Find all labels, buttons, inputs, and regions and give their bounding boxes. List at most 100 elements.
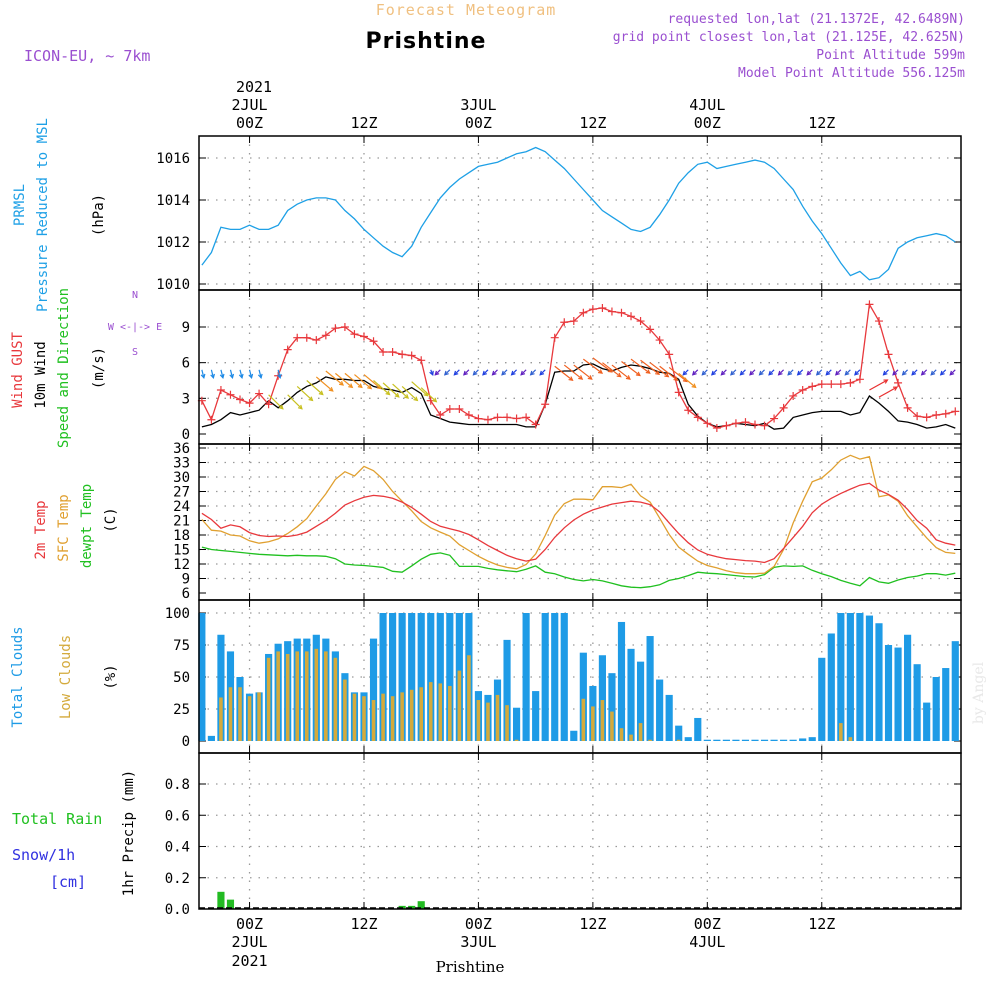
gust-point	[493, 413, 502, 422]
top-hour-label: 00Z	[236, 114, 263, 132]
wind-direction-arrow	[344, 372, 363, 388]
total-cloud-bar	[665, 694, 673, 741]
wind-arrow-head	[825, 370, 831, 376]
y-tick-label: 0.4	[165, 840, 190, 856]
wind-arrow-head	[645, 369, 651, 374]
total-cloud-bar	[684, 737, 692, 741]
gust-point	[674, 388, 683, 397]
gust-point	[607, 307, 616, 316]
bottom-date-label: 2JUL	[231, 933, 267, 951]
total-rain-label: Total Rain	[12, 810, 102, 828]
gust-point	[770, 414, 779, 423]
bottom-year-label: 2021	[231, 952, 267, 970]
gust-point	[874, 317, 883, 326]
gust-point	[731, 419, 740, 428]
wind-arrow-head	[491, 370, 497, 376]
low-cloud-bar	[324, 651, 328, 741]
y-tick-label: 9	[182, 320, 190, 336]
total-cloud-bar	[923, 702, 931, 741]
wind-arrow-head	[787, 370, 793, 376]
total-cloud-bar	[532, 691, 540, 741]
wind-direction-arrow	[621, 361, 641, 376]
temp-unit: (C)	[103, 507, 119, 532]
y-tick-label: 12	[173, 557, 190, 573]
gust-point	[903, 403, 912, 412]
wind-arrow-head	[939, 370, 945, 376]
wind-arrow-head	[338, 381, 345, 386]
wind-direction-arrow	[668, 366, 688, 382]
total-cloud-bar	[751, 739, 759, 741]
y-tick-label: 0	[182, 427, 190, 443]
gust-point	[894, 378, 903, 387]
low-cloud-bar	[419, 687, 423, 741]
wind-arrow-head	[920, 370, 926, 376]
wind-direction-arrow	[334, 372, 353, 388]
wind-arrow-head	[892, 370, 898, 376]
total-cloud-bar	[818, 657, 826, 741]
wind-direction-arrow	[611, 364, 631, 380]
wind-direction-arrow	[640, 359, 660, 375]
wind-direction-arrow	[878, 386, 898, 398]
gust-point	[350, 330, 359, 339]
pressure-label-reduced: Pressure Reduced to MSL	[35, 118, 51, 312]
total-cloud-bar	[808, 737, 816, 741]
low-cloud-bar	[409, 689, 414, 741]
total-cloud-bar	[207, 735, 215, 741]
y-tick-label: 9	[182, 572, 190, 588]
gust-point	[884, 350, 893, 359]
gust-point	[951, 407, 960, 416]
panels: 1010101210141016036969121518212427303336…	[156, 135, 962, 918]
wind-direction-arrow	[401, 386, 418, 401]
gust-point	[760, 421, 769, 430]
gust-point	[283, 345, 292, 354]
gust-point	[407, 351, 416, 360]
wind-arrow-head	[901, 370, 907, 376]
y-tick-label: 24	[173, 499, 190, 515]
bottom-date-label: 3JUL	[460, 933, 496, 951]
gust-point	[312, 336, 321, 345]
wind-labels: Wind GUST 10m Wind Speed and Direction (…	[10, 288, 162, 448]
y-tick-label: 0.8	[165, 777, 190, 793]
low-cloud-bar	[333, 657, 338, 741]
low-cloud-bar	[505, 705, 509, 741]
top-hour-label: 00Z	[694, 114, 721, 132]
low-cloud-bar	[476, 700, 481, 741]
wind-direction-arrow	[554, 365, 573, 381]
wind-arrow-head	[432, 397, 438, 403]
gust-point	[627, 312, 636, 321]
requested-coords: requested lon,lat (21.1372E, 42.6489N)	[668, 12, 965, 27]
total-cloud-bar	[217, 634, 225, 741]
low-cloud-bar	[400, 692, 404, 741]
snow-unit-label: [cm]	[50, 873, 86, 891]
total-cloud-bar	[636, 661, 645, 741]
gust-point	[302, 333, 311, 342]
total-cloud-bar	[789, 739, 797, 741]
wind-arrow-head	[673, 376, 679, 382]
wind-arrow-head	[219, 373, 225, 380]
wind-arrow-head	[749, 370, 755, 376]
wind-arrow-head	[200, 373, 206, 380]
footer-location: Prishtine	[436, 958, 505, 976]
wind-arrow-head	[278, 404, 284, 410]
gust-point	[846, 378, 855, 387]
total-cloud-bar	[884, 645, 893, 741]
wind-direction-arrow	[220, 369, 224, 378]
wind-arrow-head	[578, 375, 584, 380]
low-cloud-bar	[314, 648, 319, 741]
wind-10m-label: 10m Wind	[33, 341, 49, 408]
point-altitude: Point Altitude 599m	[816, 48, 965, 63]
wind-direction-arrow	[592, 357, 613, 373]
wind-dir-label: Speed and Direction	[56, 288, 72, 448]
wind-direction-arrow	[411, 381, 428, 397]
rain-bar	[417, 901, 425, 909]
wind-arrow-head	[730, 370, 735, 376]
bottom-hour-label: 12Z	[579, 915, 606, 933]
wind-arrow-head	[796, 370, 802, 376]
low-cloud-bar	[638, 723, 643, 741]
low-cloud-bar	[228, 687, 233, 741]
gust-point	[207, 415, 216, 424]
temp-sfc-label: SFC Temp	[56, 494, 72, 561]
low-cloud-bar	[581, 698, 586, 741]
low-cloud-bar	[610, 711, 614, 741]
